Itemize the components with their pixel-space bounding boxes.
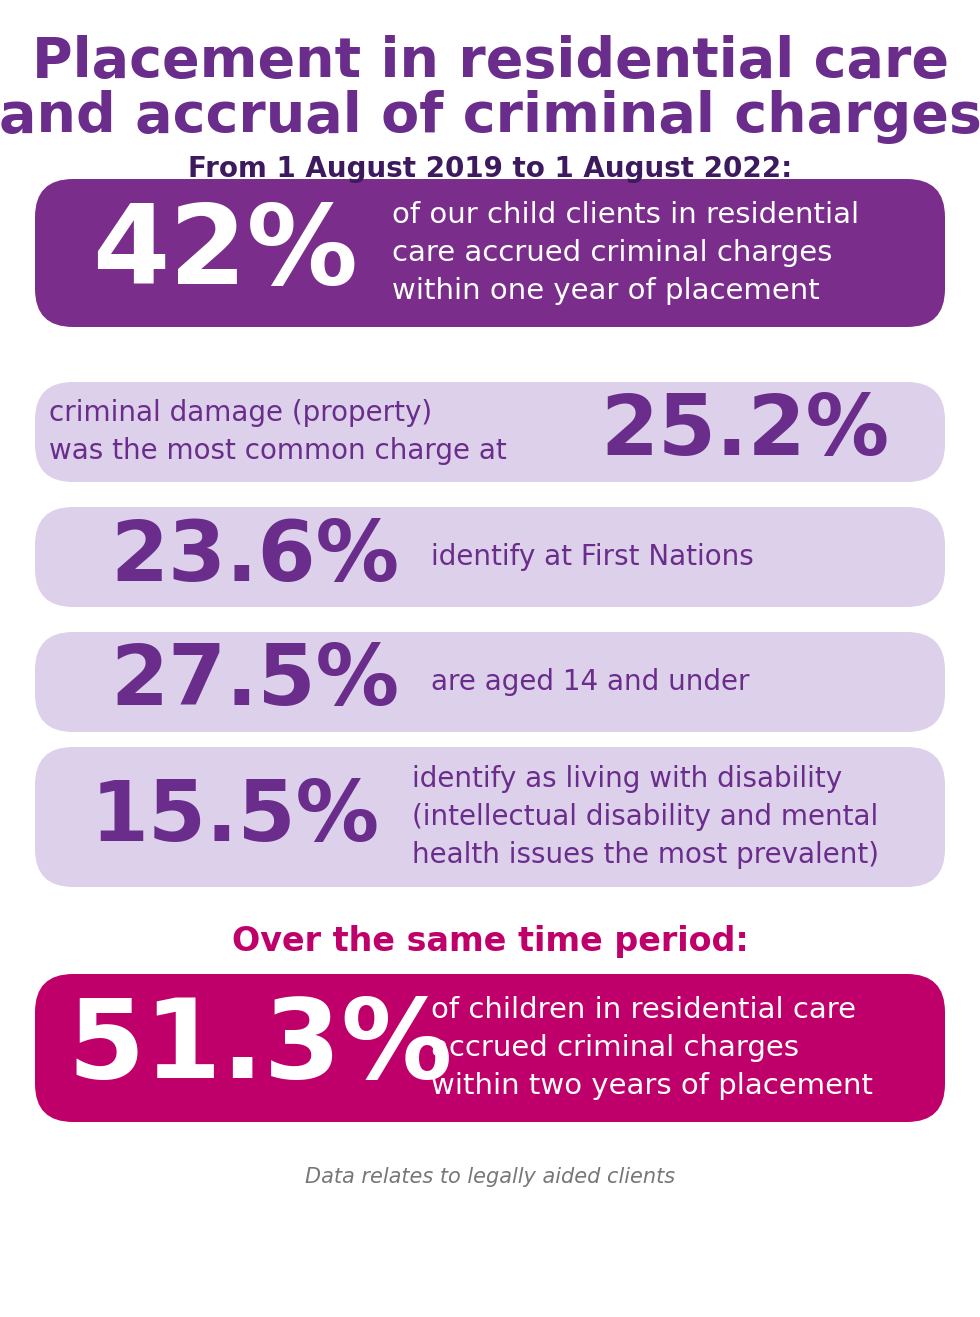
Text: are aged 14 and under: are aged 14 and under — [431, 668, 750, 695]
Text: Placement in residential care: Placement in residential care — [31, 36, 949, 90]
Text: From 1 August 2019 to 1 August 2022:: From 1 August 2019 to 1 August 2022: — [188, 155, 792, 183]
FancyBboxPatch shape — [35, 179, 945, 327]
Text: Over the same time period:: Over the same time period: — [231, 926, 749, 959]
Text: 42%: 42% — [92, 199, 359, 307]
Text: 23.6%: 23.6% — [110, 516, 400, 598]
Text: of children in residential care
accrued criminal charges
within two years of pla: of children in residential care accrued … — [431, 996, 873, 1100]
Text: of our child clients in residential
care accrued criminal charges
within one yea: of our child clients in residential care… — [392, 202, 859, 306]
Text: criminal damage (property)
was the most common charge at: criminal damage (property) was the most … — [49, 399, 507, 465]
Text: identify at First Nations: identify at First Nations — [431, 543, 754, 572]
FancyBboxPatch shape — [35, 747, 945, 888]
FancyBboxPatch shape — [35, 507, 945, 607]
Text: Data relates to legally aided clients: Data relates to legally aided clients — [305, 1167, 675, 1187]
Text: 25.2%: 25.2% — [600, 391, 890, 473]
FancyBboxPatch shape — [35, 382, 945, 482]
FancyBboxPatch shape — [35, 975, 945, 1122]
Text: 51.3%: 51.3% — [67, 994, 453, 1101]
Text: identify as living with disability
(intellectual disability and mental
health is: identify as living with disability (inte… — [412, 765, 879, 869]
Text: 27.5%: 27.5% — [110, 641, 400, 723]
Text: 15.5%: 15.5% — [90, 777, 380, 857]
Text: and accrual of criminal charges: and accrual of criminal charges — [0, 90, 980, 144]
FancyBboxPatch shape — [35, 632, 945, 732]
